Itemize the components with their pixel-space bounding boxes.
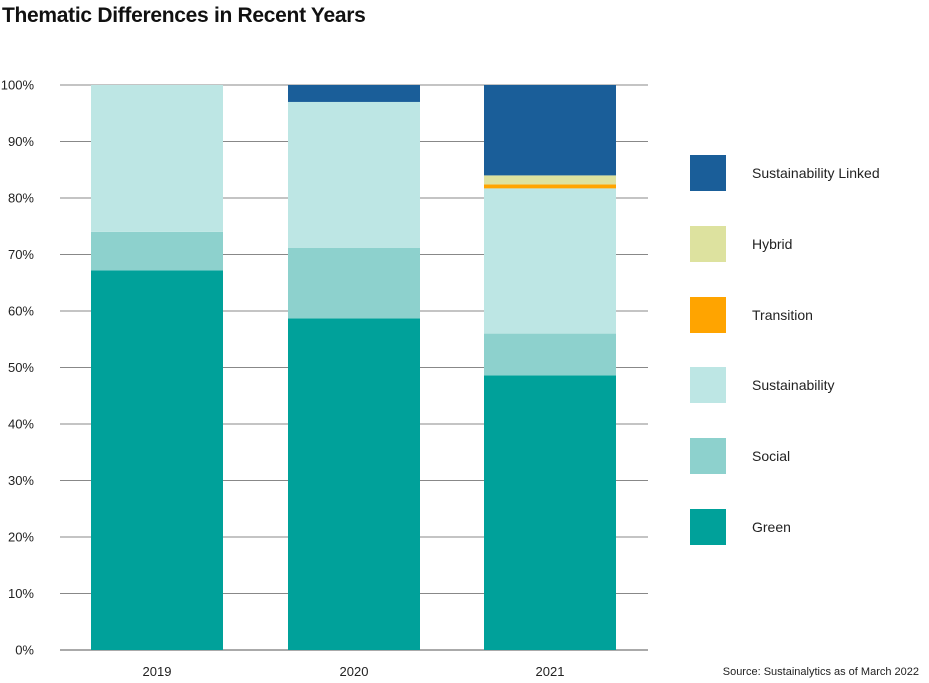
bar-segment-social-2020	[288, 247, 420, 319]
y-tick-label: 20%	[8, 530, 34, 545]
bar-segment-hybrid-2021	[484, 175, 616, 185]
bar-segment-social-2021	[484, 333, 616, 376]
y-tick-label: 100%	[1, 78, 35, 93]
legend-swatch	[690, 296, 726, 333]
x-tick-label: 2019	[143, 664, 172, 679]
bar-segment-sustainability-2020	[288, 101, 420, 248]
y-axis-ticks: 0% 10% 20% 30% 40% 50% 60% 70% 80% 90% 100%	[1, 78, 35, 658]
legend-label: Transition	[752, 306, 813, 323]
legend-label: Hybrid	[752, 235, 793, 252]
legend-swatch	[690, 225, 726, 262]
x-axis-ticks: 2019 2020 2021	[143, 664, 565, 679]
y-tick-label: 80%	[8, 191, 34, 206]
bar-segment-sustainability-2021	[484, 188, 616, 334]
source-note: Source: Sustainalytics as of March 2022	[722, 666, 919, 678]
legend-swatch	[690, 509, 726, 545]
y-tick-label: 70%	[8, 247, 34, 262]
y-tick-label: 50%	[8, 360, 34, 375]
bars	[91, 85, 616, 650]
bar-segment-sustainability-2019	[91, 85, 223, 232]
y-tick-label: 90%	[8, 134, 34, 149]
bar-segment-sustainability-linked-2021	[484, 85, 616, 176]
y-tick-label: 30%	[8, 473, 34, 488]
x-tick-label: 2021	[536, 664, 565, 679]
legend-label: Sustainability	[752, 377, 835, 394]
y-tick-label: 10%	[8, 586, 34, 601]
y-tick-label: 0%	[15, 643, 34, 658]
legend-item-sustainability: Sustainability	[690, 367, 920, 404]
legend-swatch	[690, 155, 726, 191]
legend-swatch	[690, 438, 726, 475]
bar-segment-social-2019	[91, 231, 223, 271]
y-tick-label: 40%	[8, 417, 34, 432]
legend-label: Green	[752, 519, 791, 535]
legend-label: Sustainability Linked	[752, 165, 880, 181]
bar-segment-sustainability-linked-2020	[288, 85, 420, 102]
legend-item-green: Green	[690, 509, 920, 545]
bar-segment-green-2020	[288, 318, 420, 650]
bar-segment-green-2021	[484, 375, 616, 650]
bar-segment-transition-2021	[484, 184, 616, 189]
bar-segment-green-2019	[91, 270, 223, 650]
legend-item-transition: Transition	[690, 296, 920, 333]
y-tick-label: 60%	[8, 304, 34, 319]
legend-item-social: Social	[690, 438, 920, 475]
legend-item-sustainability-linked: Sustainability Linked	[690, 155, 920, 191]
legend-swatch	[690, 367, 726, 404]
chart-title: Thematic Differences in Recent Years	[2, 4, 366, 27]
legend-label: Social	[752, 448, 791, 465]
legend-item-hybrid: Hybrid	[690, 225, 920, 262]
x-tick-label: 2020	[340, 664, 369, 679]
